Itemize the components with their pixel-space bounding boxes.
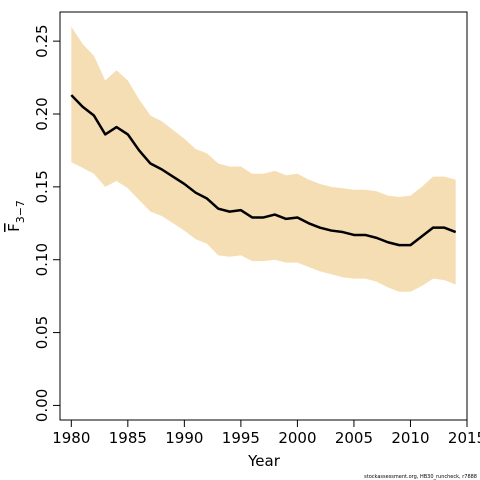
confidence-band <box>71 26 456 292</box>
confidence-band-layer <box>71 26 456 292</box>
y-tick-label: 0.15 <box>33 170 51 203</box>
estimate-line <box>70 94 457 247</box>
estimate-line-layer <box>70 94 457 247</box>
x-tick-label: 2015 <box>448 429 480 447</box>
y-tick-label: 0.20 <box>33 97 51 130</box>
y-axis-title-subscript: 3−7 <box>14 200 27 223</box>
x-tick-label: 1995 <box>222 429 260 447</box>
y-axis: 0.00 0.05 0.10 0.15 0.20 0.25 <box>33 24 60 422</box>
y-axis-title: F3−7 <box>5 200 27 232</box>
y-tick-label: 0.05 <box>33 316 51 349</box>
y-tick-label: 0.25 <box>33 24 51 57</box>
footer-note: stockassessment.org, HB30_runcheck, r788… <box>364 474 477 480</box>
y-axis-title-base: F <box>5 223 23 232</box>
x-axis-title: Year <box>247 452 281 470</box>
x-tick-label: 2005 <box>335 429 373 447</box>
x-tick-label: 2000 <box>278 429 316 447</box>
x-tick-label: 1980 <box>52 429 90 447</box>
x-axis: 1980 1985 1990 1995 2000 2005 2010 2015 <box>52 420 480 447</box>
svg-text:F3−7: F3−7 <box>5 200 27 232</box>
x-tick-label: 1985 <box>109 429 147 447</box>
y-tick-label: 0.10 <box>33 243 51 276</box>
x-tick-label: 2010 <box>391 429 429 447</box>
x-tick-label: 1990 <box>165 429 203 447</box>
y-tick-label: 0.00 <box>33 389 51 422</box>
plot-frame <box>59 11 468 421</box>
